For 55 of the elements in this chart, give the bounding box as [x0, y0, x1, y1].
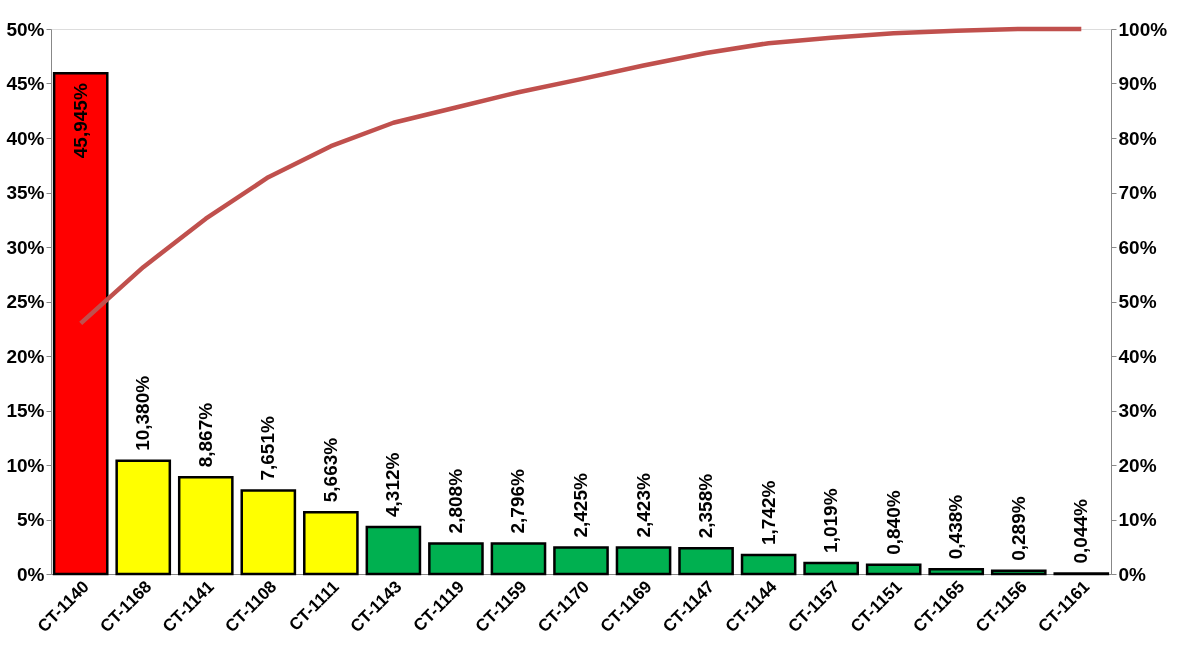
bar: [740, 553, 797, 576]
bar: [428, 542, 484, 576]
bar: [490, 542, 547, 576]
data-label: 0,438%: [945, 494, 967, 560]
data-label: 1,742%: [757, 480, 779, 546]
data-label: 2,358%: [695, 473, 717, 539]
y2-tick-label: 50%: [1118, 291, 1157, 312]
data-label: 2,425%: [570, 473, 591, 538]
data-label: 1,019%: [820, 488, 842, 553]
bar: [553, 546, 609, 576]
y-tick-label: 15%: [6, 400, 45, 421]
data-label: 0,840%: [882, 490, 904, 555]
y-tick-label: 30%: [6, 236, 45, 258]
y2-tick-label: 10%: [1118, 509, 1157, 530]
data-label: 4,312%: [382, 452, 404, 517]
bar: [990, 569, 1047, 576]
bar: [865, 563, 922, 576]
y2-tick-label: 70%: [1118, 182, 1157, 203]
bar: [240, 489, 297, 576]
y-tick-label: 25%: [6, 291, 45, 312]
y2-tick-label: 100%: [1118, 18, 1168, 40]
y2-tick-label: 40%: [1118, 345, 1157, 367]
data-label: 8,867%: [194, 402, 216, 468]
y-tick-label: 40%: [6, 127, 45, 149]
y-tick-label: 45%: [6, 73, 45, 94]
bar: [303, 511, 359, 576]
y2-tick-label: 80%: [1118, 127, 1157, 149]
data-label: 2,423%: [632, 473, 654, 538]
bar: [115, 459, 172, 576]
data-label: 0,044%: [1070, 498, 1092, 564]
bar: [52, 71, 109, 576]
y-tick-label: 0%: [17, 563, 45, 585]
y2-tick-label: 30%: [1118, 400, 1157, 421]
y2-tick-label: 0%: [1118, 563, 1147, 585]
y-tick-label: 20%: [6, 345, 45, 367]
bar: [177, 476, 234, 576]
data-label: 2,796%: [507, 468, 529, 534]
y-tick-label: 5%: [17, 509, 45, 530]
y-tick-label: 10%: [6, 454, 45, 476]
y-tick-label: 50%: [6, 18, 45, 40]
y-tick-label: 35%: [6, 182, 45, 203]
data-label: 2,808%: [444, 468, 466, 534]
data-label: 5,663%: [319, 437, 341, 503]
y2-tick-label: 90%: [1118, 73, 1157, 94]
data-label: 7,651%: [257, 416, 279, 481]
bar: [678, 547, 734, 576]
data-label: 10,380%: [132, 375, 154, 451]
y2-tick-label: 60%: [1118, 236, 1157, 258]
bar: [928, 567, 985, 576]
bar: [615, 546, 672, 576]
y2-tick-label: 20%: [1118, 454, 1157, 476]
bar: [803, 561, 859, 576]
bar: [365, 525, 422, 576]
data-label: 0,289%: [1007, 496, 1029, 561]
data-label: 45,945%: [69, 83, 91, 159]
